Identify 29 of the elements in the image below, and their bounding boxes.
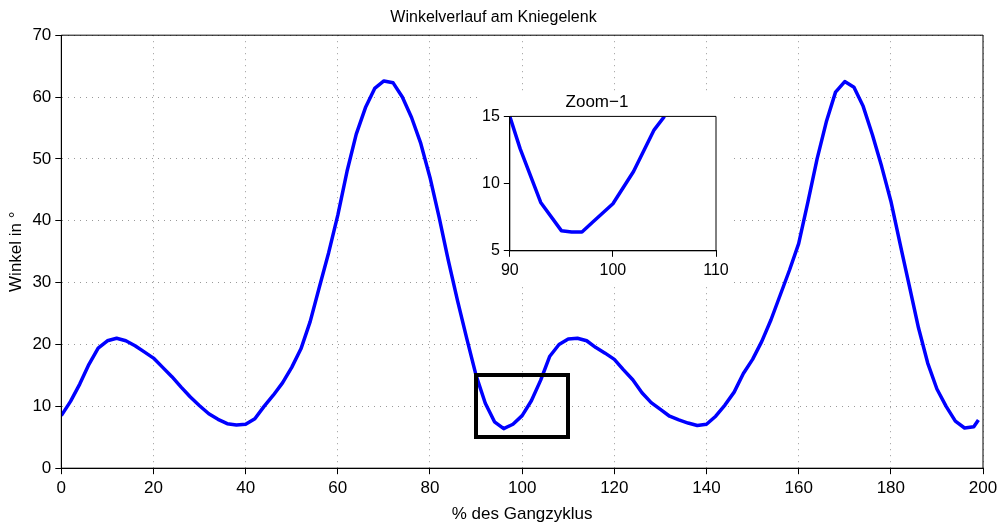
chart-title: Zoom−1 [565,91,629,111]
x-tick-label: 40 [236,478,256,498]
x-tick-label: 20 [144,478,163,498]
y-axis-title: Winkel in ° [5,211,25,292]
x-tick-label: 160 [784,478,813,498]
y-tick-label: 70 [32,24,52,44]
chart-title: Winkelverlauf am Kniegelenk [390,8,598,26]
y-tick-label: 60 [32,86,52,106]
y-tick-label: 10 [482,174,500,192]
x-tick-label: 100 [599,260,627,278]
y-tick-label: 15 [482,106,500,124]
x-tick-label: 180 [876,478,906,498]
y-tick-label: 5 [490,241,500,259]
y-tick-label: 0 [41,457,52,477]
x-tick-label: 90 [500,260,519,278]
y-tick-label: 50 [32,148,52,168]
y-tick-label: 10 [32,396,52,416]
x-tick-label: 110 [703,260,729,278]
y-tick-label: 40 [32,210,52,230]
x-tick-label: 140 [692,478,721,498]
x-axis-title: % des Gangzyklus [451,504,593,524]
y-tick-label: 20 [32,334,52,354]
x-tick-label: 80 [420,478,440,498]
x-tick-label: 100 [507,478,537,498]
y-tick-label: 30 [32,272,52,292]
x-tick-label: 200 [968,478,998,498]
x-tick-label: 60 [328,478,348,498]
x-tick-label: 0 [56,478,67,498]
x-tick-label: 120 [600,478,629,498]
